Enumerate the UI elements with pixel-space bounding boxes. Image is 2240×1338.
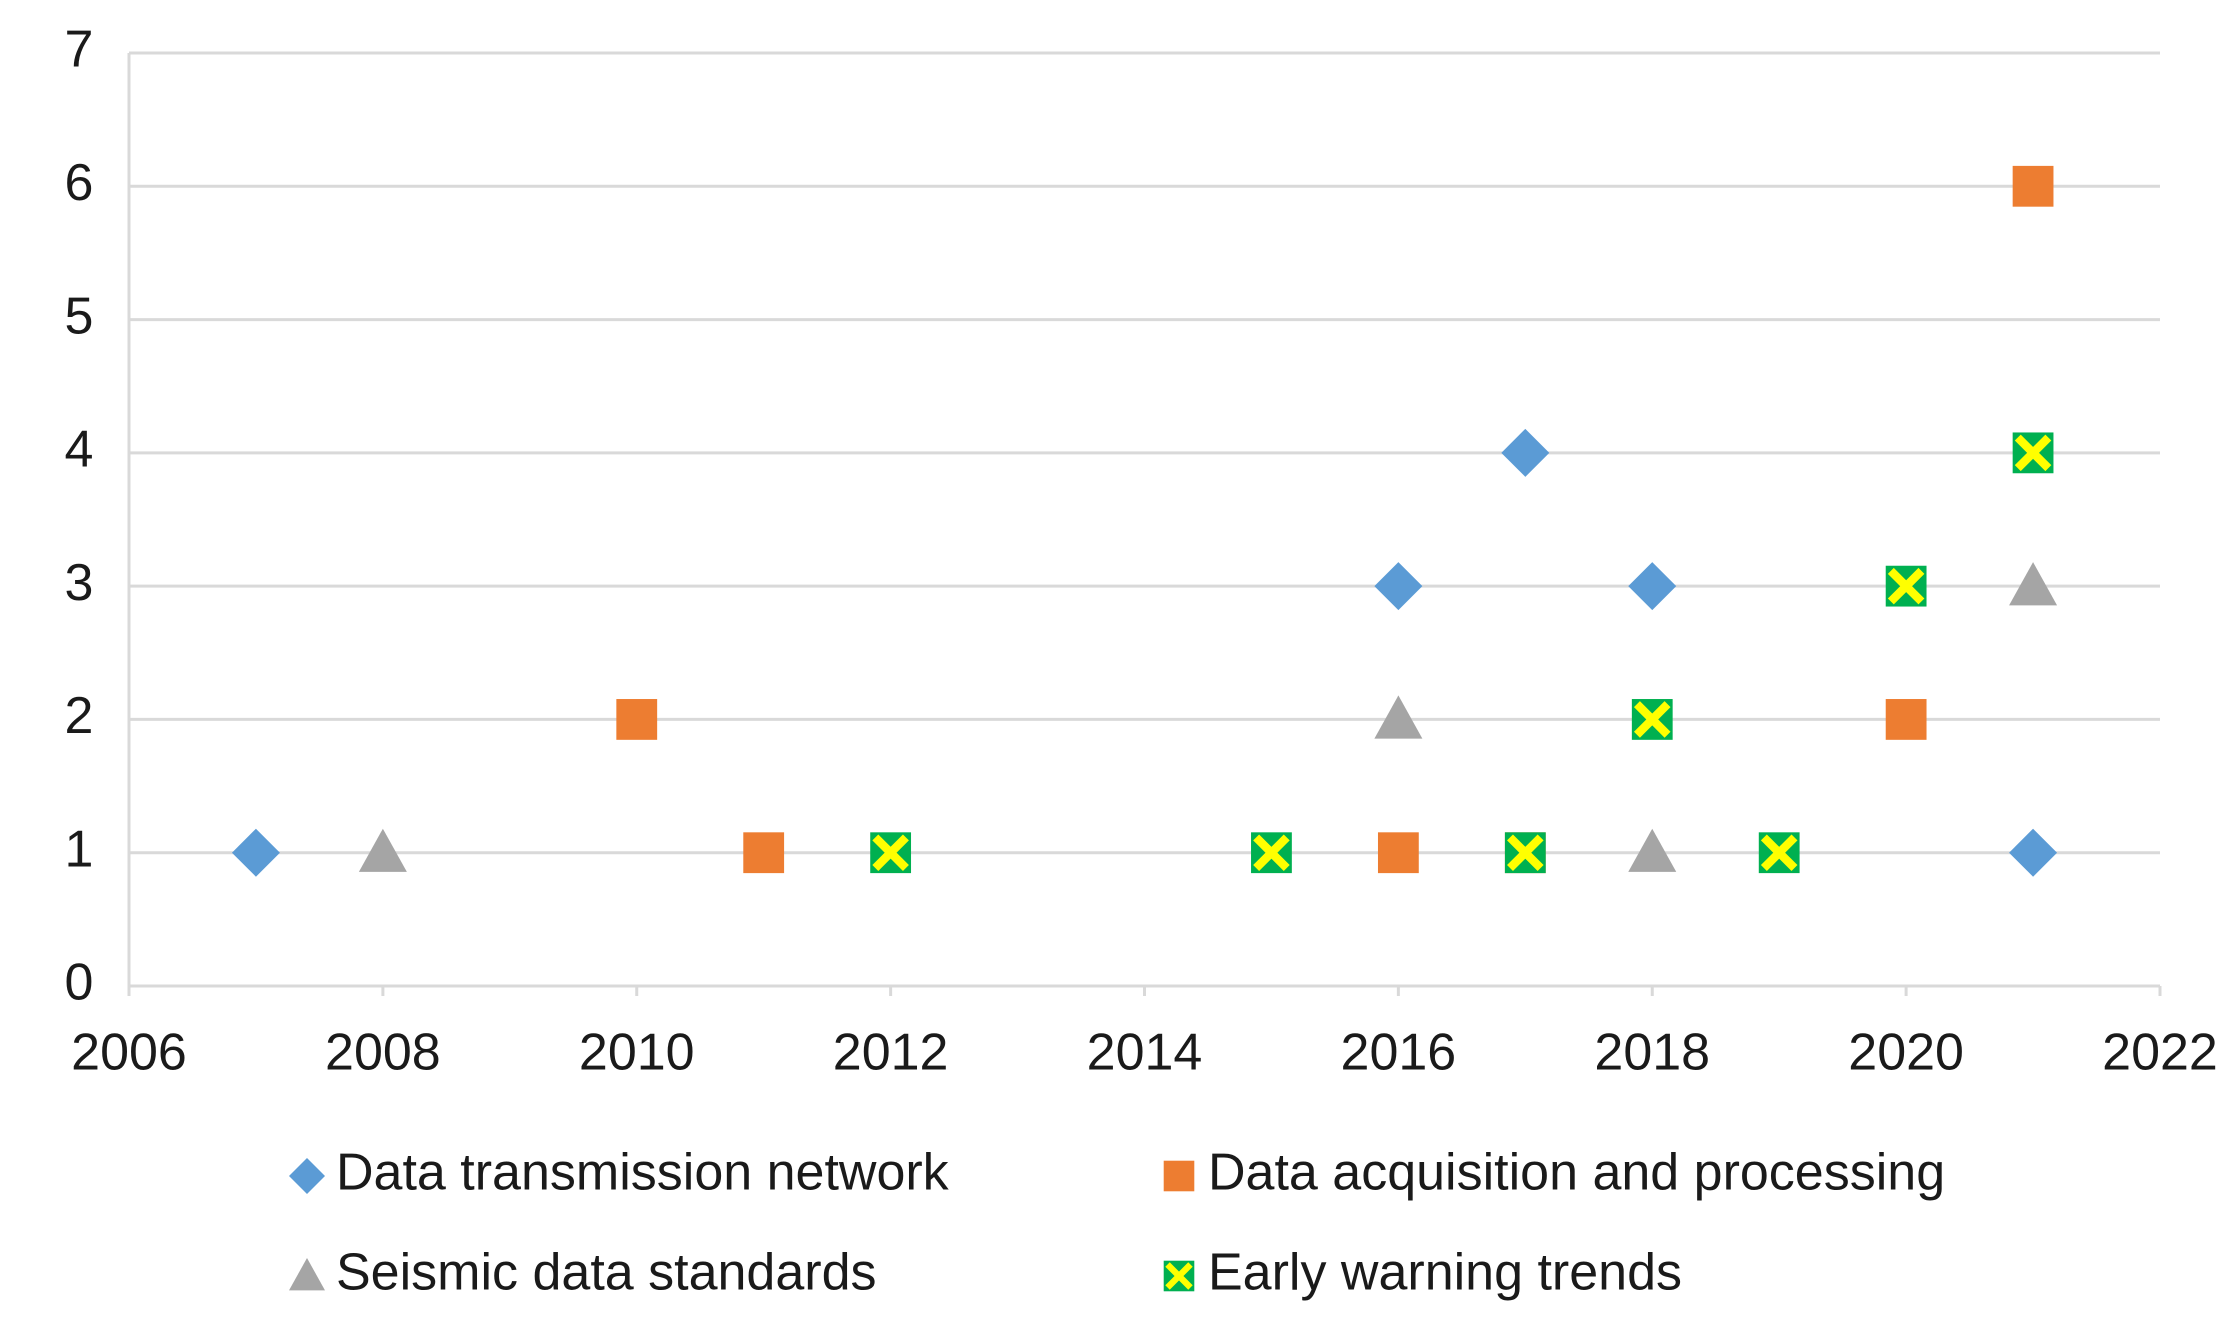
point xyxy=(870,832,912,874)
x-tick-label: 2020 xyxy=(1848,1024,1964,1082)
point xyxy=(1885,565,1927,607)
x-tick-label: 2018 xyxy=(1594,1024,1710,1082)
legend-label: Seismic data standards xyxy=(336,1244,877,1302)
point-part xyxy=(1760,834,1798,871)
point xyxy=(743,832,785,874)
point-part xyxy=(1633,701,1671,738)
x-tick-label: 2016 xyxy=(1341,1024,1457,1082)
point xyxy=(1374,562,1423,611)
x-tick-label: 2008 xyxy=(325,1024,441,1082)
legend-label: Data acquisition and processing xyxy=(1208,1144,1945,1202)
point xyxy=(1504,832,1546,874)
point-part xyxy=(872,834,909,871)
point-part xyxy=(1887,567,1925,605)
point-part xyxy=(1507,834,1544,871)
point-part xyxy=(1165,1262,1193,1290)
point xyxy=(1631,699,1673,740)
point-part xyxy=(2014,434,2052,472)
y-tick-label: 6 xyxy=(65,154,94,212)
point xyxy=(1501,428,1550,477)
point xyxy=(2012,432,2054,474)
legend-label: Early warning trends xyxy=(1208,1244,1682,1302)
x-tick-label: 2022 xyxy=(2102,1024,2218,1082)
y-tick-label: 4 xyxy=(65,421,94,479)
y-tick-label: 1 xyxy=(65,820,94,878)
y-tick-label: 0 xyxy=(65,954,94,1012)
y-tick-label: 5 xyxy=(65,287,94,345)
point-part xyxy=(1253,834,1290,871)
x-tick-label: 2012 xyxy=(833,1024,949,1082)
x-tick-label: 2006 xyxy=(71,1024,187,1082)
point xyxy=(616,699,658,740)
legend-label: Data transmission network xyxy=(336,1144,950,1202)
legend-marker xyxy=(289,1158,325,1194)
legend-marker xyxy=(1163,1260,1195,1292)
point xyxy=(1251,832,1292,874)
y-tick-label: 2 xyxy=(65,687,94,745)
point xyxy=(1377,832,1419,874)
legend-marker xyxy=(289,1258,325,1291)
point xyxy=(1628,562,1677,611)
x-tick-label: 2014 xyxy=(1087,1024,1203,1082)
point xyxy=(1758,832,1800,874)
point xyxy=(1885,699,1927,740)
x-tick-label: 2010 xyxy=(579,1024,695,1082)
point xyxy=(2009,828,2058,877)
point xyxy=(1628,828,1677,872)
point xyxy=(358,828,407,872)
point xyxy=(1374,695,1423,739)
legend-marker xyxy=(1163,1160,1195,1192)
point xyxy=(2009,562,2058,606)
y-tick-label: 7 xyxy=(65,21,94,79)
point xyxy=(2012,165,2054,207)
y-tick-label: 3 xyxy=(65,554,94,612)
point xyxy=(231,828,280,877)
